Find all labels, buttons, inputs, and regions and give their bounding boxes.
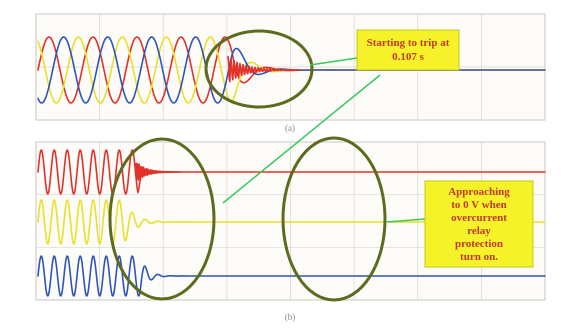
panel-a-traces — [37, 36, 546, 104]
panel-b-label: (b) — [285, 312, 296, 322]
arrow-callout-a-to-ellipse — [309, 57, 358, 66]
panel-a-label: (a) — [285, 123, 295, 133]
callout-a-line-1: Starting to trip at — [367, 37, 450, 49]
panel-b-series-3 — [37, 255, 546, 297]
ellipse-trip-region-b — [108, 137, 216, 301]
callout-b-line-6: turn on. — [460, 251, 498, 263]
ellipse-zero-region-b — [281, 136, 387, 302]
callout-b-line-1: Approaching — [448, 186, 510, 198]
callout-b-line-5: protection — [455, 238, 503, 250]
callout-b-line-2: to 0 V when — [451, 199, 507, 211]
arrow-callout-b-to-ellipse — [386, 218, 426, 223]
callout-b-line-3: overcurrent — [451, 212, 507, 224]
panel-a: (a) — [35, 13, 546, 133]
callout-b-box — [424, 180, 534, 268]
panel-b-trip-transient — [135, 162, 181, 182]
panel-a-trip-transient — [227, 55, 301, 83]
callout-a-box — [356, 29, 460, 71]
ellipse-trip-region-a — [204, 29, 314, 109]
arrow-callout-a-to-panel-b — [222, 74, 381, 204]
callout-a-line-2: 0.107 s — [392, 51, 425, 63]
callout-b-line-4: relay — [467, 225, 491, 237]
callout-b: Approaching to 0 V when overcurrent rela… — [424, 180, 534, 268]
callout-a: Starting to trip at 0.107 s — [356, 29, 460, 71]
